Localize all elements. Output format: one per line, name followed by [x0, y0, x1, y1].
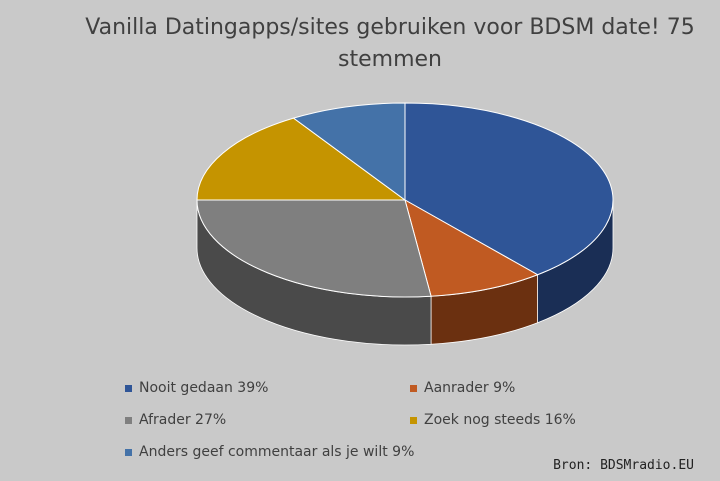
legend-label-zoek-nog-steeds: Zoek nog steeds 16%: [424, 412, 576, 428]
legend-label-afrader: Afrader 27%: [139, 412, 227, 428]
legend-item-nooit-gedaan: Nooit gedaan 39%: [125, 380, 268, 396]
legend-swatch-aanrader: [410, 384, 417, 392]
legend-label-anders: Anders geef commentaar als je wilt 9%: [139, 444, 415, 460]
slice-2: [404, 198, 539, 297]
slice-5: [292, 102, 406, 201]
pie-top-faces: [196, 102, 614, 298]
slice-3: [196, 199, 432, 298]
legend-swatch-afrader: [125, 416, 132, 424]
legend-swatch-anders: [125, 448, 132, 456]
legend-label-aanrader: Aanrader 9%: [424, 380, 516, 396]
source-credit: Bron: BDSMradio.EU: [553, 458, 694, 473]
legend-item-zoek-nog-steeds: Zoek nog steeds 16%: [410, 412, 576, 428]
legend-swatch-nooit-gedaan: [125, 384, 132, 392]
legend-label-nooit-gedaan: Nooit gedaan 39%: [139, 380, 269, 396]
legend-swatch-zoek-nog-steeds: [410, 416, 417, 424]
slice-1: [404, 102, 614, 276]
legend-item-anders: Anders geef commentaar als je wilt 9%: [125, 444, 414, 460]
slice-4: [196, 117, 407, 201]
legend-item-aanrader: Aanrader 9%: [410, 380, 515, 396]
chart-title: Vanilla Datingapps/sites gebruiken voor …: [85, 15, 695, 72]
pie-side-walls: [196, 199, 614, 346]
legend-item-afrader: Afrader 27%: [125, 412, 226, 428]
